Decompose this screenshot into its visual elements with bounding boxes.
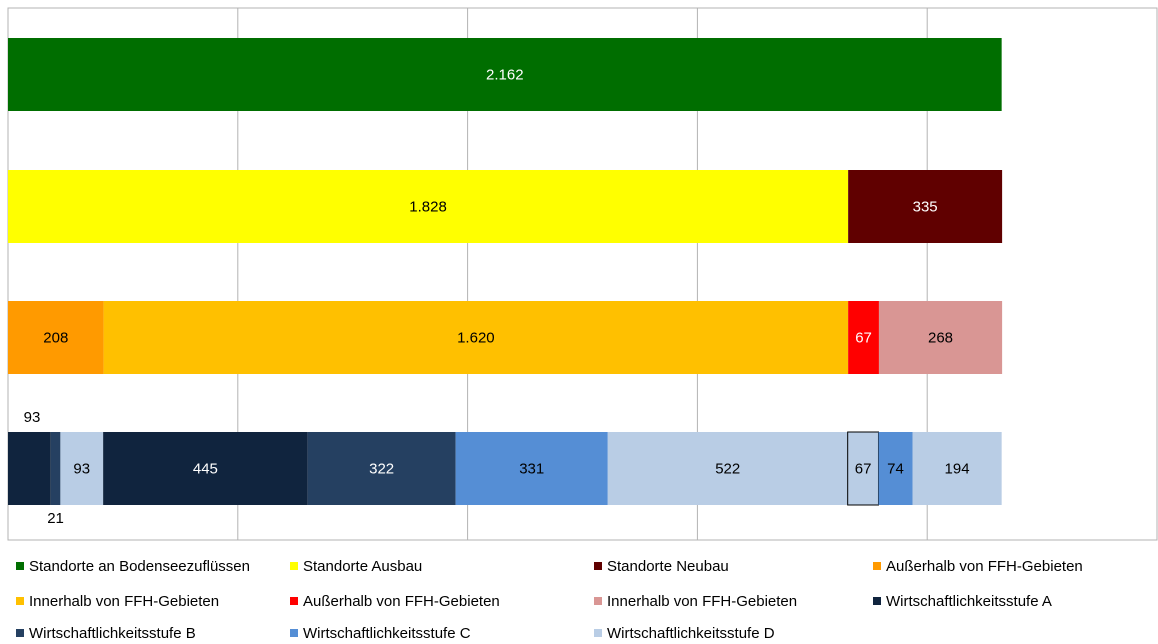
- legend-swatch: [594, 629, 602, 637]
- bar-segment: [103, 432, 308, 505]
- data-label: 522: [715, 460, 740, 477]
- data-label: 93: [73, 460, 90, 477]
- legend-label: Wirtschaftlichkeitsstufe A: [886, 593, 1052, 610]
- bar-segment: [8, 301, 104, 374]
- legend-label: Standorte Ausbau: [303, 558, 422, 575]
- data-label: 67: [855, 329, 872, 346]
- legend-label: Außerhalb von FFH-Gebieten: [886, 558, 1083, 575]
- legend-label: Standorte Neubau: [607, 558, 729, 575]
- bar-segment: [848, 301, 879, 374]
- legend-label: Innerhalb von FFH-Gebieten: [607, 593, 797, 610]
- bar-segment: [307, 432, 456, 505]
- legend-swatch: [594, 562, 602, 570]
- legend-label: Wirtschaftlichkeitsstufe B: [29, 625, 196, 642]
- data-label: 93: [24, 409, 41, 426]
- data-label: 335: [913, 198, 938, 215]
- bar-segment: [848, 170, 1003, 243]
- bar-segment: [878, 432, 913, 505]
- data-label: 268: [928, 329, 953, 346]
- data-label: 445: [193, 460, 218, 477]
- data-label: 194: [945, 460, 970, 477]
- bar-segment: [878, 301, 1003, 374]
- legend-swatch: [16, 562, 24, 570]
- data-label: 21: [47, 510, 64, 527]
- legend-swatch: [16, 629, 24, 637]
- data-label: 208: [43, 329, 68, 346]
- data-label: 2.162: [486, 66, 524, 83]
- data-label: 322: [369, 460, 394, 477]
- data-label: 331: [519, 460, 544, 477]
- legend-swatch: [290, 629, 298, 637]
- bar-segment: [60, 432, 104, 505]
- bar-segment: [912, 432, 1002, 505]
- data-label: 1.620: [457, 329, 495, 346]
- legend-swatch: [290, 562, 298, 570]
- bar-segment: [8, 170, 849, 243]
- bar-segment: [50, 432, 61, 505]
- legend-label: Wirtschaftlichkeitsstufe C: [303, 625, 471, 642]
- legend-swatch: [290, 597, 298, 605]
- legend-swatch: [594, 597, 602, 605]
- bar-segment: [8, 432, 51, 505]
- legend-label: Wirtschaftlichkeitsstufe D: [607, 625, 775, 642]
- data-label: 74: [887, 460, 904, 477]
- data-label: 67: [855, 460, 872, 477]
- legend-label: Außerhalb von FFH-Gebieten: [303, 593, 500, 610]
- bar-segment: [455, 432, 608, 505]
- bar-segment: [8, 38, 1002, 111]
- bar-segment: [607, 432, 848, 505]
- legend-label: Standorte an Bodenseezuflüssen: [29, 558, 250, 575]
- bar-segment: [103, 301, 849, 374]
- legend-label: Innerhalb von FFH-Gebieten: [29, 593, 219, 610]
- legend-swatch: [16, 597, 24, 605]
- data-label: 1.828: [409, 198, 447, 215]
- legend-swatch: [873, 597, 881, 605]
- legend-swatch: [873, 562, 881, 570]
